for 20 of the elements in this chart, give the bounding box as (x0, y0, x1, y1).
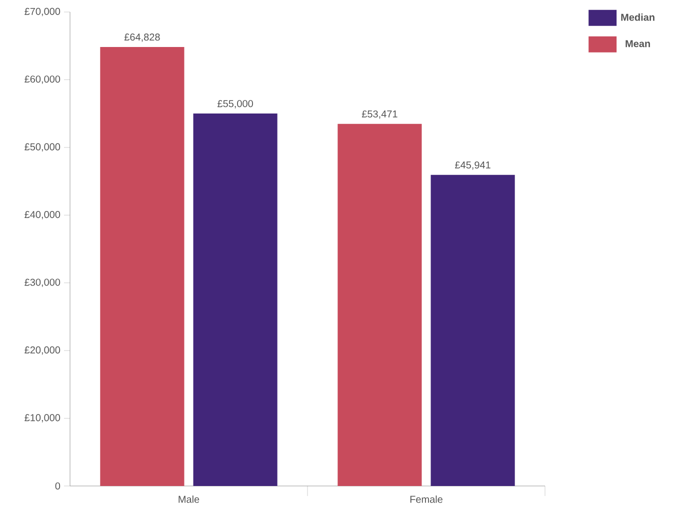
legend-label: Mean (626, 40, 650, 48)
x-tick-label: Female (410, 496, 442, 503)
bar (338, 124, 422, 486)
data-label: £53,471 (362, 110, 398, 119)
y-tick-label: 0 (55, 482, 60, 490)
x-tick-label: Male (178, 496, 200, 503)
y-tick-label: £50,000 (24, 143, 60, 152)
y-tick-label: £40,000 (24, 211, 60, 220)
y-tick-label: £70,000 (24, 8, 60, 16)
y-tick-label: £30,000 (24, 278, 60, 287)
bar (193, 114, 278, 486)
data-label: £55,000 (218, 100, 253, 108)
bar (100, 47, 184, 486)
y-tick-label: £10,000 (24, 414, 60, 422)
y-tick-label: £20,000 (24, 346, 60, 355)
y-tick-label: £60,000 (24, 76, 60, 84)
data-label: £45,941 (455, 161, 490, 170)
bar (430, 174, 515, 486)
data-label: £64,828 (124, 34, 160, 42)
legend-label: Median (621, 13, 654, 21)
